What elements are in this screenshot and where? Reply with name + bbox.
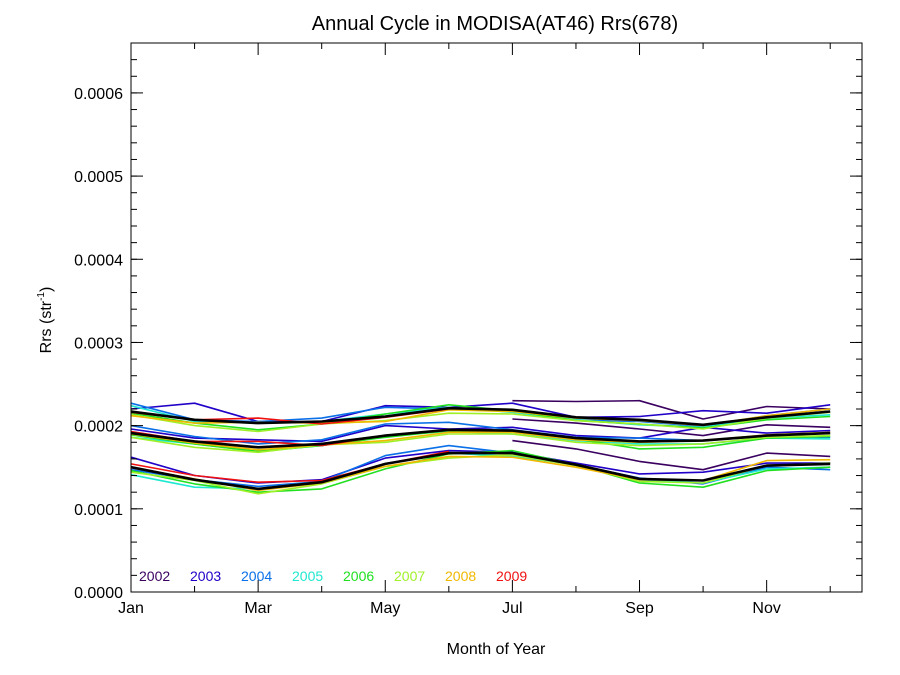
x-tick-label: Jul bbox=[502, 600, 522, 617]
series-line-2007-band-2 bbox=[130, 433, 831, 454]
legend-entry-2005: 2005 bbox=[292, 568, 323, 584]
x-tick-label: Mar bbox=[244, 600, 272, 617]
ticks-layer bbox=[130, 42, 862, 593]
y-tick-label: 0.0005 bbox=[74, 169, 123, 186]
x-tick-label: Nov bbox=[752, 600, 780, 617]
series-line-2003-band-2 bbox=[130, 424, 831, 443]
y-tick-label: 0.0004 bbox=[74, 252, 123, 269]
x-tick-label: Sep bbox=[625, 600, 654, 617]
y-axis-label-superscript: -1 bbox=[36, 292, 47, 301]
series-line-mean-band-2 bbox=[130, 428, 831, 449]
y-tick-label: 0.0000 bbox=[74, 585, 123, 602]
series-layer bbox=[130, 399, 831, 495]
y-tick-label: 0.0003 bbox=[74, 335, 123, 352]
legend-entry-2006: 2006 bbox=[343, 568, 374, 584]
series-line-mean-band-3 bbox=[130, 451, 831, 491]
legend-entry-2002: 2002 bbox=[139, 568, 170, 584]
y-axis-label-base: Rrs (str bbox=[38, 300, 55, 353]
series-line-mean-band-1 bbox=[130, 406, 831, 427]
y-tick-label: 0.0006 bbox=[74, 86, 123, 103]
chart-title: Annual Cycle in MODISA(AT46) Rrs(678) bbox=[312, 13, 678, 35]
series-line-2007-band-1 bbox=[130, 411, 831, 433]
y-tick-label: 0.0001 bbox=[74, 502, 123, 519]
x-axis-label: Month of Year bbox=[447, 641, 546, 658]
legend-entry-2007: 2007 bbox=[394, 568, 425, 584]
legend-entry-2008: 2008 bbox=[445, 568, 476, 584]
series-line-2002-band-3 bbox=[512, 439, 831, 471]
legend-entry-2003: 2003 bbox=[190, 568, 221, 584]
legend-entry-2004: 2004 bbox=[241, 568, 272, 584]
y-axis-label-close: ) bbox=[38, 287, 55, 292]
legend: 2002 2003 2004 2005 2006 2007 2008 2009 bbox=[139, 568, 527, 584]
y-axis-label: Rrs (str-1) bbox=[36, 287, 55, 354]
x-tick-label: Jan bbox=[118, 600, 144, 617]
series-line-2002-band-1 bbox=[512, 399, 831, 420]
x-tick-label: May bbox=[370, 600, 400, 617]
y-tick-label: 0.0002 bbox=[74, 419, 123, 436]
plot-frame bbox=[130, 42, 863, 593]
tick-labels-layer: 0.0000 0.0001 0.0002 0.0003 0.0004 0.0005 0.00… bbox=[74, 86, 781, 617]
legend-entry-2009: 2009 bbox=[496, 568, 527, 584]
